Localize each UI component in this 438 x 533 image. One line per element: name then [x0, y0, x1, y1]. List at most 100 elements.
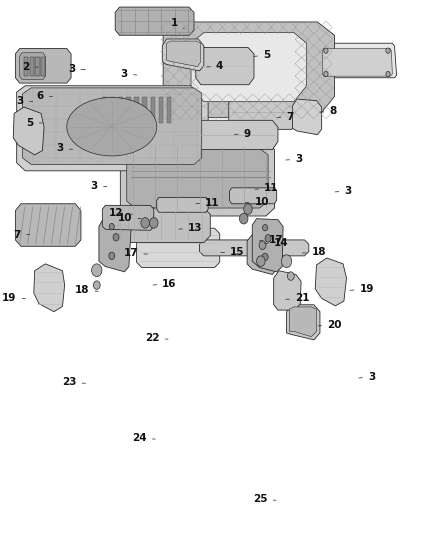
Circle shape — [141, 217, 149, 228]
Text: 3: 3 — [17, 95, 33, 106]
Circle shape — [240, 213, 248, 224]
Polygon shape — [110, 98, 115, 123]
Text: 23: 23 — [62, 377, 85, 387]
Text: 25: 25 — [253, 494, 276, 504]
Polygon shape — [151, 98, 155, 123]
Polygon shape — [115, 7, 194, 35]
Polygon shape — [229, 98, 297, 130]
Polygon shape — [127, 149, 268, 208]
Circle shape — [386, 71, 390, 77]
Text: 3: 3 — [121, 69, 137, 79]
Polygon shape — [20, 53, 46, 79]
Text: 20: 20 — [318, 320, 342, 330]
Text: 10: 10 — [118, 213, 141, 223]
Text: 18: 18 — [75, 286, 98, 295]
Polygon shape — [200, 240, 309, 256]
Polygon shape — [286, 305, 320, 340]
Text: 24: 24 — [132, 433, 155, 443]
Polygon shape — [230, 188, 277, 204]
Polygon shape — [252, 219, 283, 272]
Polygon shape — [293, 99, 321, 135]
Text: 21: 21 — [286, 293, 310, 303]
Polygon shape — [274, 271, 301, 310]
Text: 18: 18 — [302, 247, 326, 257]
Text: 6: 6 — [37, 91, 53, 101]
Text: 11: 11 — [196, 198, 219, 208]
Circle shape — [287, 272, 294, 280]
Text: 15: 15 — [221, 247, 244, 256]
Polygon shape — [173, 120, 278, 150]
Text: 5: 5 — [254, 51, 270, 60]
Polygon shape — [102, 98, 106, 123]
Text: 9: 9 — [234, 128, 251, 139]
Circle shape — [257, 256, 265, 266]
Polygon shape — [134, 98, 139, 123]
Ellipse shape — [67, 98, 157, 156]
Polygon shape — [15, 49, 71, 83]
Polygon shape — [118, 98, 123, 123]
Polygon shape — [159, 98, 163, 123]
Polygon shape — [315, 258, 346, 306]
Text: 2: 2 — [22, 62, 38, 72]
Polygon shape — [191, 33, 307, 102]
Text: 3: 3 — [286, 154, 302, 164]
Polygon shape — [99, 219, 131, 272]
Text: 13: 13 — [179, 223, 202, 233]
Bar — [24, 57, 28, 76]
Polygon shape — [34, 264, 65, 312]
Polygon shape — [13, 107, 44, 155]
Text: 8: 8 — [320, 106, 337, 116]
Circle shape — [113, 233, 119, 241]
Text: 14: 14 — [265, 238, 288, 247]
Polygon shape — [127, 98, 131, 123]
Polygon shape — [166, 41, 201, 67]
Polygon shape — [120, 142, 275, 216]
Circle shape — [281, 255, 292, 268]
Bar — [30, 57, 34, 76]
Polygon shape — [322, 49, 392, 76]
Polygon shape — [162, 39, 204, 71]
Bar — [41, 57, 46, 76]
Text: 10: 10 — [245, 197, 269, 207]
Circle shape — [324, 71, 328, 77]
Text: 5: 5 — [27, 118, 42, 128]
Text: 3: 3 — [57, 143, 73, 154]
Circle shape — [324, 48, 328, 53]
Polygon shape — [166, 98, 171, 123]
Circle shape — [386, 48, 390, 53]
Polygon shape — [163, 22, 335, 118]
Circle shape — [93, 281, 100, 289]
Polygon shape — [247, 235, 278, 274]
Bar — [35, 57, 40, 76]
Text: 3: 3 — [335, 186, 352, 196]
Text: 19: 19 — [2, 293, 25, 303]
Text: 12: 12 — [109, 208, 133, 219]
Text: 3: 3 — [359, 372, 375, 382]
Polygon shape — [112, 208, 210, 243]
Circle shape — [244, 204, 252, 214]
Polygon shape — [95, 92, 174, 128]
Circle shape — [149, 217, 158, 228]
Text: 7: 7 — [14, 230, 30, 240]
Polygon shape — [23, 88, 202, 165]
Circle shape — [265, 235, 271, 242]
Polygon shape — [196, 47, 254, 85]
Circle shape — [262, 253, 268, 261]
Circle shape — [109, 223, 114, 230]
Polygon shape — [315, 43, 397, 78]
Text: 19: 19 — [350, 285, 374, 294]
Text: 17: 17 — [259, 235, 283, 245]
Circle shape — [259, 241, 266, 249]
Polygon shape — [142, 98, 147, 123]
Polygon shape — [290, 307, 317, 337]
Text: 3: 3 — [91, 181, 107, 191]
Text: 16: 16 — [153, 279, 177, 289]
Text: 11: 11 — [255, 183, 279, 193]
Text: 3: 3 — [68, 64, 85, 74]
Circle shape — [109, 252, 115, 260]
Text: 1: 1 — [171, 18, 184, 29]
Text: 7: 7 — [277, 111, 294, 122]
Polygon shape — [137, 228, 220, 268]
Polygon shape — [102, 205, 154, 230]
Polygon shape — [157, 197, 208, 212]
